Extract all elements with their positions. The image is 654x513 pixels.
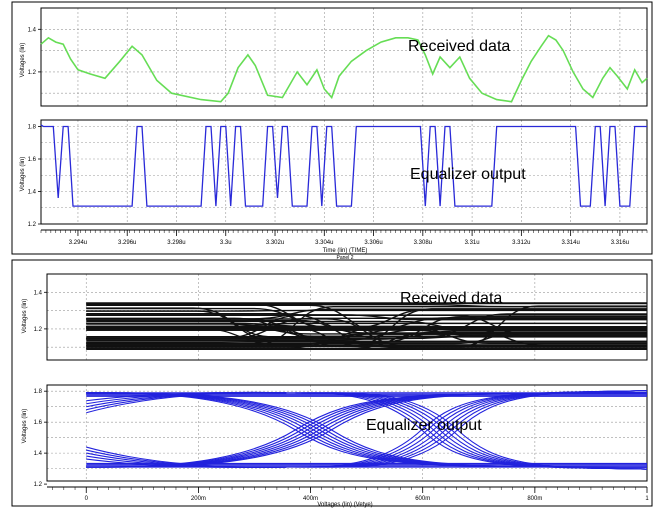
- time-axis-label: Time (lin) (TIME): [323, 248, 368, 254]
- annotation-eye-equalizer: Equalizer output: [366, 417, 482, 434]
- time-tick-label: 3.316u: [611, 240, 629, 246]
- plot-equalizer-output: Voltages (lin) 1.2 1.4 1.6 1.8 Equalizer ou…: [20, 119, 648, 228]
- eye-trace-received: [86, 309, 647, 312]
- eye-x-axis: 0 200m 400m 600m 800m 1 Voltages (lin) (Vetye…: [47, 486, 649, 508]
- time-tick-label: 3.294u: [69, 240, 87, 246]
- eye-trace-received: [86, 329, 647, 342]
- time-tick-label: 3.312u: [512, 240, 530, 246]
- yticks-received: 1.2 1.4: [28, 27, 41, 76]
- time-tick-label: 3.314u: [561, 240, 579, 246]
- ylabel-received: Voltages (lin): [20, 43, 26, 78]
- annotation-eye-received: Received data: [400, 290, 502, 307]
- eye-x-axis-minor-ticks: [52, 487, 637, 490]
- plot-frame-received: [40, 7, 648, 107]
- time-tick-label: 3.308u: [414, 240, 432, 246]
- time-tick-label: 3.298u: [167, 240, 185, 246]
- eye-x-axis-label: Voltages (lin) (Vetye): [317, 502, 372, 508]
- plot-eye-received: Voltages (lin) 1.2 1.4 Received data: [22, 273, 648, 361]
- ytick-label: 1.4: [28, 190, 37, 196]
- eye-tick-label: 800m: [527, 496, 542, 502]
- ytick-label: 1.2: [34, 482, 43, 488]
- ytick-label: 1.4: [34, 290, 43, 296]
- bottom-panel-frame: [11, 259, 653, 507]
- yticks-eye-received: 1.2 1.4: [34, 290, 47, 333]
- eye-traces-equalizer: [86, 390, 648, 470]
- ylabel-eye-equalizer: Voltages (lin): [22, 409, 28, 444]
- eye-trace-received: [86, 317, 647, 331]
- eye-tick-label: 200m: [191, 496, 206, 502]
- ytick-label: 1.8: [28, 125, 37, 131]
- eye-trace-received: [86, 312, 647, 334]
- grid-equalizer: [41, 120, 647, 224]
- panel-label: Panel 2: [337, 255, 354, 261]
- ytick-label: 1.6: [34, 420, 43, 426]
- eye-trace-received: [86, 326, 647, 345]
- plot-eye-equalizer: Voltages (lin) 1.2 1.4 1.6 1.8 Equalizer ou…: [22, 384, 648, 488]
- grid-received: [41, 8, 647, 106]
- eye-trace-received: [86, 325, 647, 347]
- eye-trace-received: [86, 319, 647, 346]
- ytick-label: 1.4: [28, 27, 37, 33]
- eye-trace-received: [86, 308, 647, 320]
- eye-trace-equalizer: [331, 392, 648, 470]
- ytick-label: 1.2: [28, 70, 37, 76]
- eye-tick-label: 400m: [303, 496, 318, 502]
- eye-traces-received: [86, 302, 647, 351]
- eye-tick-label: 600m: [415, 496, 430, 502]
- yticks-eye-equalizer: 1.2 1.4 1.6 1.8: [34, 389, 47, 488]
- time-axis-tick-labels: 3.294u 3.296u 3.298u 3.3u 3.302u 3.304u 3.306u…: [69, 230, 629, 246]
- ytick-label: 1.4: [34, 451, 43, 457]
- series-equalizer-output: [40, 124, 647, 207]
- plot-frame-eye-equalizer: [46, 384, 648, 482]
- ytick-label: 1.8: [34, 389, 43, 395]
- ytick-label: 1.2: [34, 327, 43, 333]
- time-tick-label: 3.304u: [315, 240, 333, 246]
- eye-trace-equalizer: [331, 390, 648, 468]
- plot-frame-equalizer: [40, 119, 648, 225]
- time-axis: 3.294u 3.296u 3.298u 3.3u 3.302u 3.304u 3.306u…: [40, 229, 648, 261]
- time-tick-label: 3.302u: [266, 240, 284, 246]
- eye-trace-equalizer: [86, 446, 287, 468]
- ytick-label: 1.2: [28, 222, 37, 228]
- ylabel-equalizer: Voltages (lin): [20, 157, 26, 192]
- yticks-equalizer: 1.2 1.4 1.6 1.8: [28, 125, 41, 228]
- time-tick-label: 3.306u: [364, 240, 382, 246]
- time-axis-minor-ticks: [40, 230, 648, 233]
- eye-trace-equalizer: [86, 392, 287, 414]
- ytick-label: 1.6: [28, 157, 37, 163]
- eye-trace-received: [86, 304, 647, 308]
- top-panel-frame: [11, 1, 653, 255]
- time-tick-label: 3.296u: [118, 240, 136, 246]
- time-tick-label: 3.3u: [220, 240, 232, 246]
- annotation-equalizer-output: Equalizer output: [410, 166, 526, 183]
- series-received-data: [40, 34, 648, 103]
- ylabel-eye-received: Voltages (lin): [22, 299, 28, 334]
- eye-x-axis-tick-labels: 0 200m 400m 600m 800m 1: [85, 487, 649, 502]
- plot-received-data: Voltages (lin) 1.2 1.4 Received data: [20, 7, 648, 107]
- time-tick-label: 3.31u: [465, 240, 480, 246]
- eye-trace-received: [86, 307, 647, 338]
- eye-tick-label: 0: [85, 496, 89, 502]
- eye-trace-received: [86, 340, 647, 344]
- annotation-received-data: Received data: [408, 38, 510, 55]
- eye-trace-received: [86, 334, 647, 340]
- eye-tick-label: 1: [645, 496, 649, 502]
